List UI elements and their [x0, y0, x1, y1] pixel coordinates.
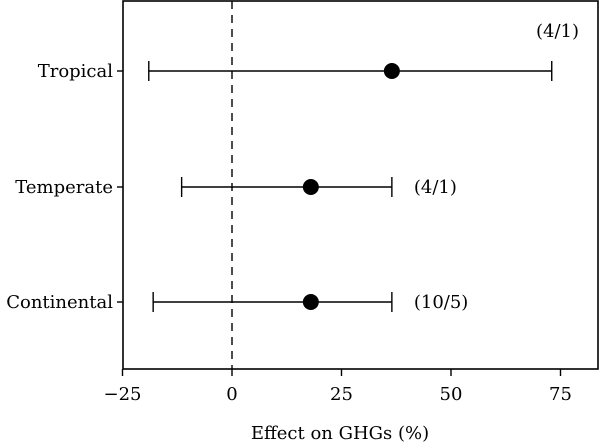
annotation-temperate: (4/1): [414, 177, 457, 198]
point-estimate-continental: [302, 294, 319, 310]
point-estimate-tropical: [383, 63, 400, 79]
x-tick-label-4: 75: [549, 384, 572, 405]
x-tick-label-0: −25: [104, 384, 142, 405]
row-label-temperate: Temperate: [15, 177, 113, 198]
annotation-continental: (10/5): [414, 292, 468, 313]
row-label-continental: Continental: [6, 292, 113, 313]
point-estimate-temperate: [302, 179, 319, 195]
annotation-tropical: (4/1): [536, 21, 579, 42]
plot-frame: [122, 0, 599, 370]
plot-rows: Tropical (4/1) Temperate (4/1) Continental (1…: [6, 21, 579, 313]
x-axis-label: Effect on GHGs (%): [251, 423, 429, 444]
row-label-tropical: Tropical: [38, 61, 114, 82]
x-axis: −25 0 25 50 75: [104, 369, 572, 405]
x-tick-label-1: 0: [226, 384, 237, 405]
x-tick-label-2: 25: [330, 384, 353, 405]
x-tick-label-3: 50: [440, 384, 463, 405]
